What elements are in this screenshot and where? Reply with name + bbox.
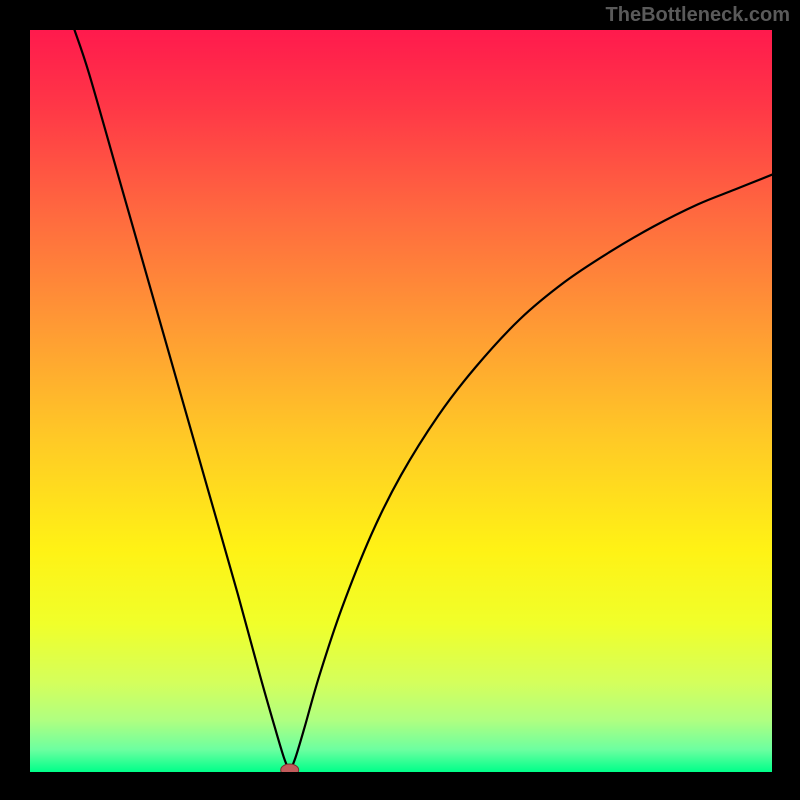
- bottleneck-curve: [30, 30, 772, 772]
- minimum-marker: [281, 764, 299, 772]
- watermark-text: TheBottleneck.com: [606, 4, 790, 27]
- curve-line: [75, 30, 772, 772]
- plot-area: [30, 30, 772, 772]
